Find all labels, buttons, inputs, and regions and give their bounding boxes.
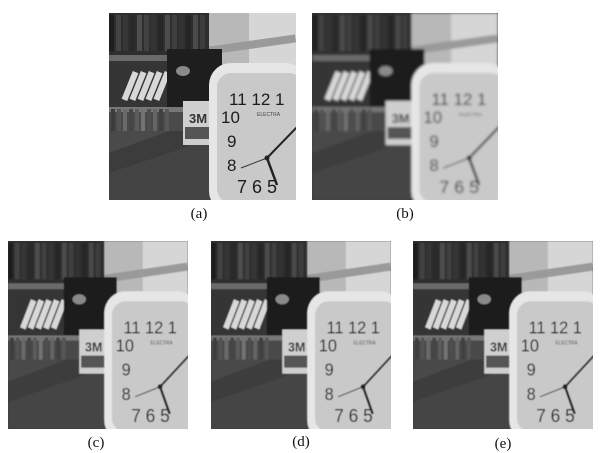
svg-text:3M: 3M: [288, 339, 305, 354]
svg-text:11 12 1: 11 12 1: [431, 90, 486, 109]
svg-text:7 6 5: 7 6 5: [439, 177, 479, 197]
svg-text:11 12 1: 11 12 1: [529, 318, 582, 337]
svg-text:7 6 5: 7 6 5: [536, 406, 575, 426]
svg-text:10: 10: [423, 108, 442, 127]
svg-text:11 12 1: 11 12 1: [124, 318, 177, 337]
svg-text:3M: 3M: [85, 339, 102, 354]
svg-text:10: 10: [116, 336, 134, 355]
panel-e-caption: (e): [494, 436, 512, 452]
svg-text:9: 9: [122, 360, 131, 379]
panel-c-image: 3M 11 12 1 10 9 8 7 6 5 ELECTRA: [8, 241, 188, 429]
svg-text:9: 9: [527, 360, 536, 379]
svg-text:8: 8: [122, 385, 131, 404]
panel-c-caption: (c): [87, 435, 105, 451]
panel-a-image: 3M 11 12 1 10 9 8 7 6 5 ELECTRA: [109, 13, 296, 200]
svg-text:ELECTRA: ELECTRA: [459, 112, 483, 118]
svg-text:10: 10: [221, 108, 240, 127]
svg-text:ELECTRA: ELECTRA: [257, 112, 281, 118]
svg-text:7 6 5: 7 6 5: [334, 406, 373, 426]
svg-text:11 12 1: 11 12 1: [229, 90, 284, 109]
svg-text:10: 10: [319, 336, 337, 355]
svg-text:8: 8: [325, 385, 334, 404]
svg-text:7 6 5: 7 6 5: [131, 406, 170, 426]
svg-text:9: 9: [429, 132, 438, 151]
svg-text:10: 10: [521, 336, 539, 355]
svg-text:ELECTRA: ELECTRA: [555, 340, 578, 346]
panel-d-image: 3M 11 12 1 10 9 8 7 6 5 ELECTRA: [211, 241, 391, 429]
svg-text:8: 8: [429, 156, 438, 175]
svg-text:ELECTRA: ELECTRA: [150, 340, 173, 346]
svg-text:3M: 3M: [392, 111, 410, 126]
svg-text:3M: 3M: [189, 111, 207, 126]
panel-b-image: 3M 11 12 1 10 9 8 7 6 5 ELECTRA: [312, 13, 498, 200]
svg-text:ELECTRA: ELECTRA: [353, 340, 376, 346]
panel-d-caption: (d): [292, 434, 310, 450]
svg-text:9: 9: [227, 132, 236, 151]
svg-text:7 6 5: 7 6 5: [237, 177, 277, 197]
svg-text:8: 8: [527, 385, 536, 404]
svg-text:8: 8: [227, 156, 236, 175]
svg-text:3M: 3M: [490, 339, 507, 354]
panel-b-caption: (b): [396, 206, 414, 222]
svg-text:9: 9: [325, 360, 334, 379]
panel-a-caption: (a): [190, 206, 208, 222]
svg-text:11 12 1: 11 12 1: [327, 318, 380, 337]
panel-e-image: 3M 11 12 1 10 9 8 7 6 5 ELECTRA: [413, 241, 593, 429]
